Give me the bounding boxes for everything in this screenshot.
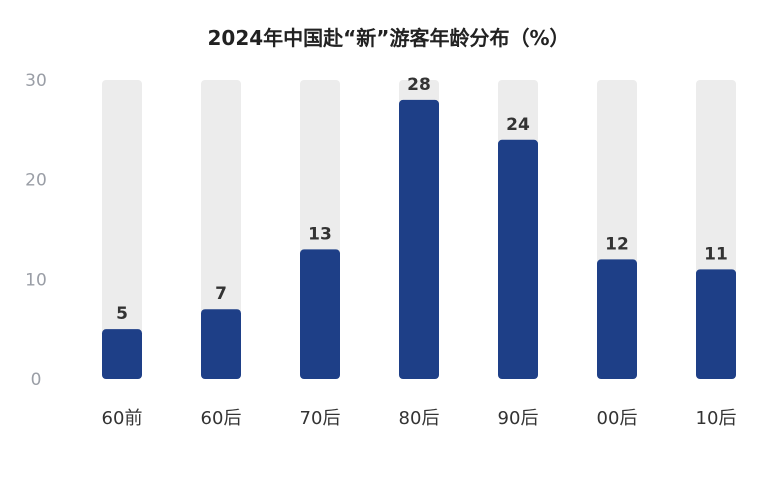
y-tick-label: 0: [31, 370, 42, 390]
chart-title: 2024年中国赴“新”游客年龄分布（%）: [207, 26, 570, 50]
bar: [201, 309, 241, 379]
bar: [696, 269, 736, 379]
data-label: 13: [308, 224, 332, 244]
y-tick-label: 30: [25, 71, 47, 91]
x-tick-label: 10后: [696, 408, 737, 429]
data-label: 12: [605, 234, 629, 254]
x-tick-label: 00后: [597, 408, 638, 429]
data-label: 24: [506, 115, 530, 135]
x-tick-label: 80后: [399, 408, 440, 429]
x-tick-label: 70后: [300, 408, 341, 429]
bar: [498, 139, 538, 379]
x-tick-label: 60前: [102, 408, 143, 429]
x-tick-label: 90后: [498, 408, 539, 429]
data-label: 5: [116, 304, 128, 324]
data-label: 7: [215, 284, 227, 304]
bar: [597, 259, 637, 379]
data-label: 28: [407, 75, 431, 95]
bar: [399, 99, 439, 379]
bar: [102, 329, 142, 379]
bar: [300, 249, 340, 379]
y-tick-label: 20: [25, 171, 47, 191]
data-label: 11: [704, 244, 728, 264]
bar-track: [201, 80, 241, 379]
x-tick-label: 60后: [201, 408, 242, 429]
y-tick-label: 10: [25, 270, 47, 290]
bar-track: [102, 80, 142, 379]
